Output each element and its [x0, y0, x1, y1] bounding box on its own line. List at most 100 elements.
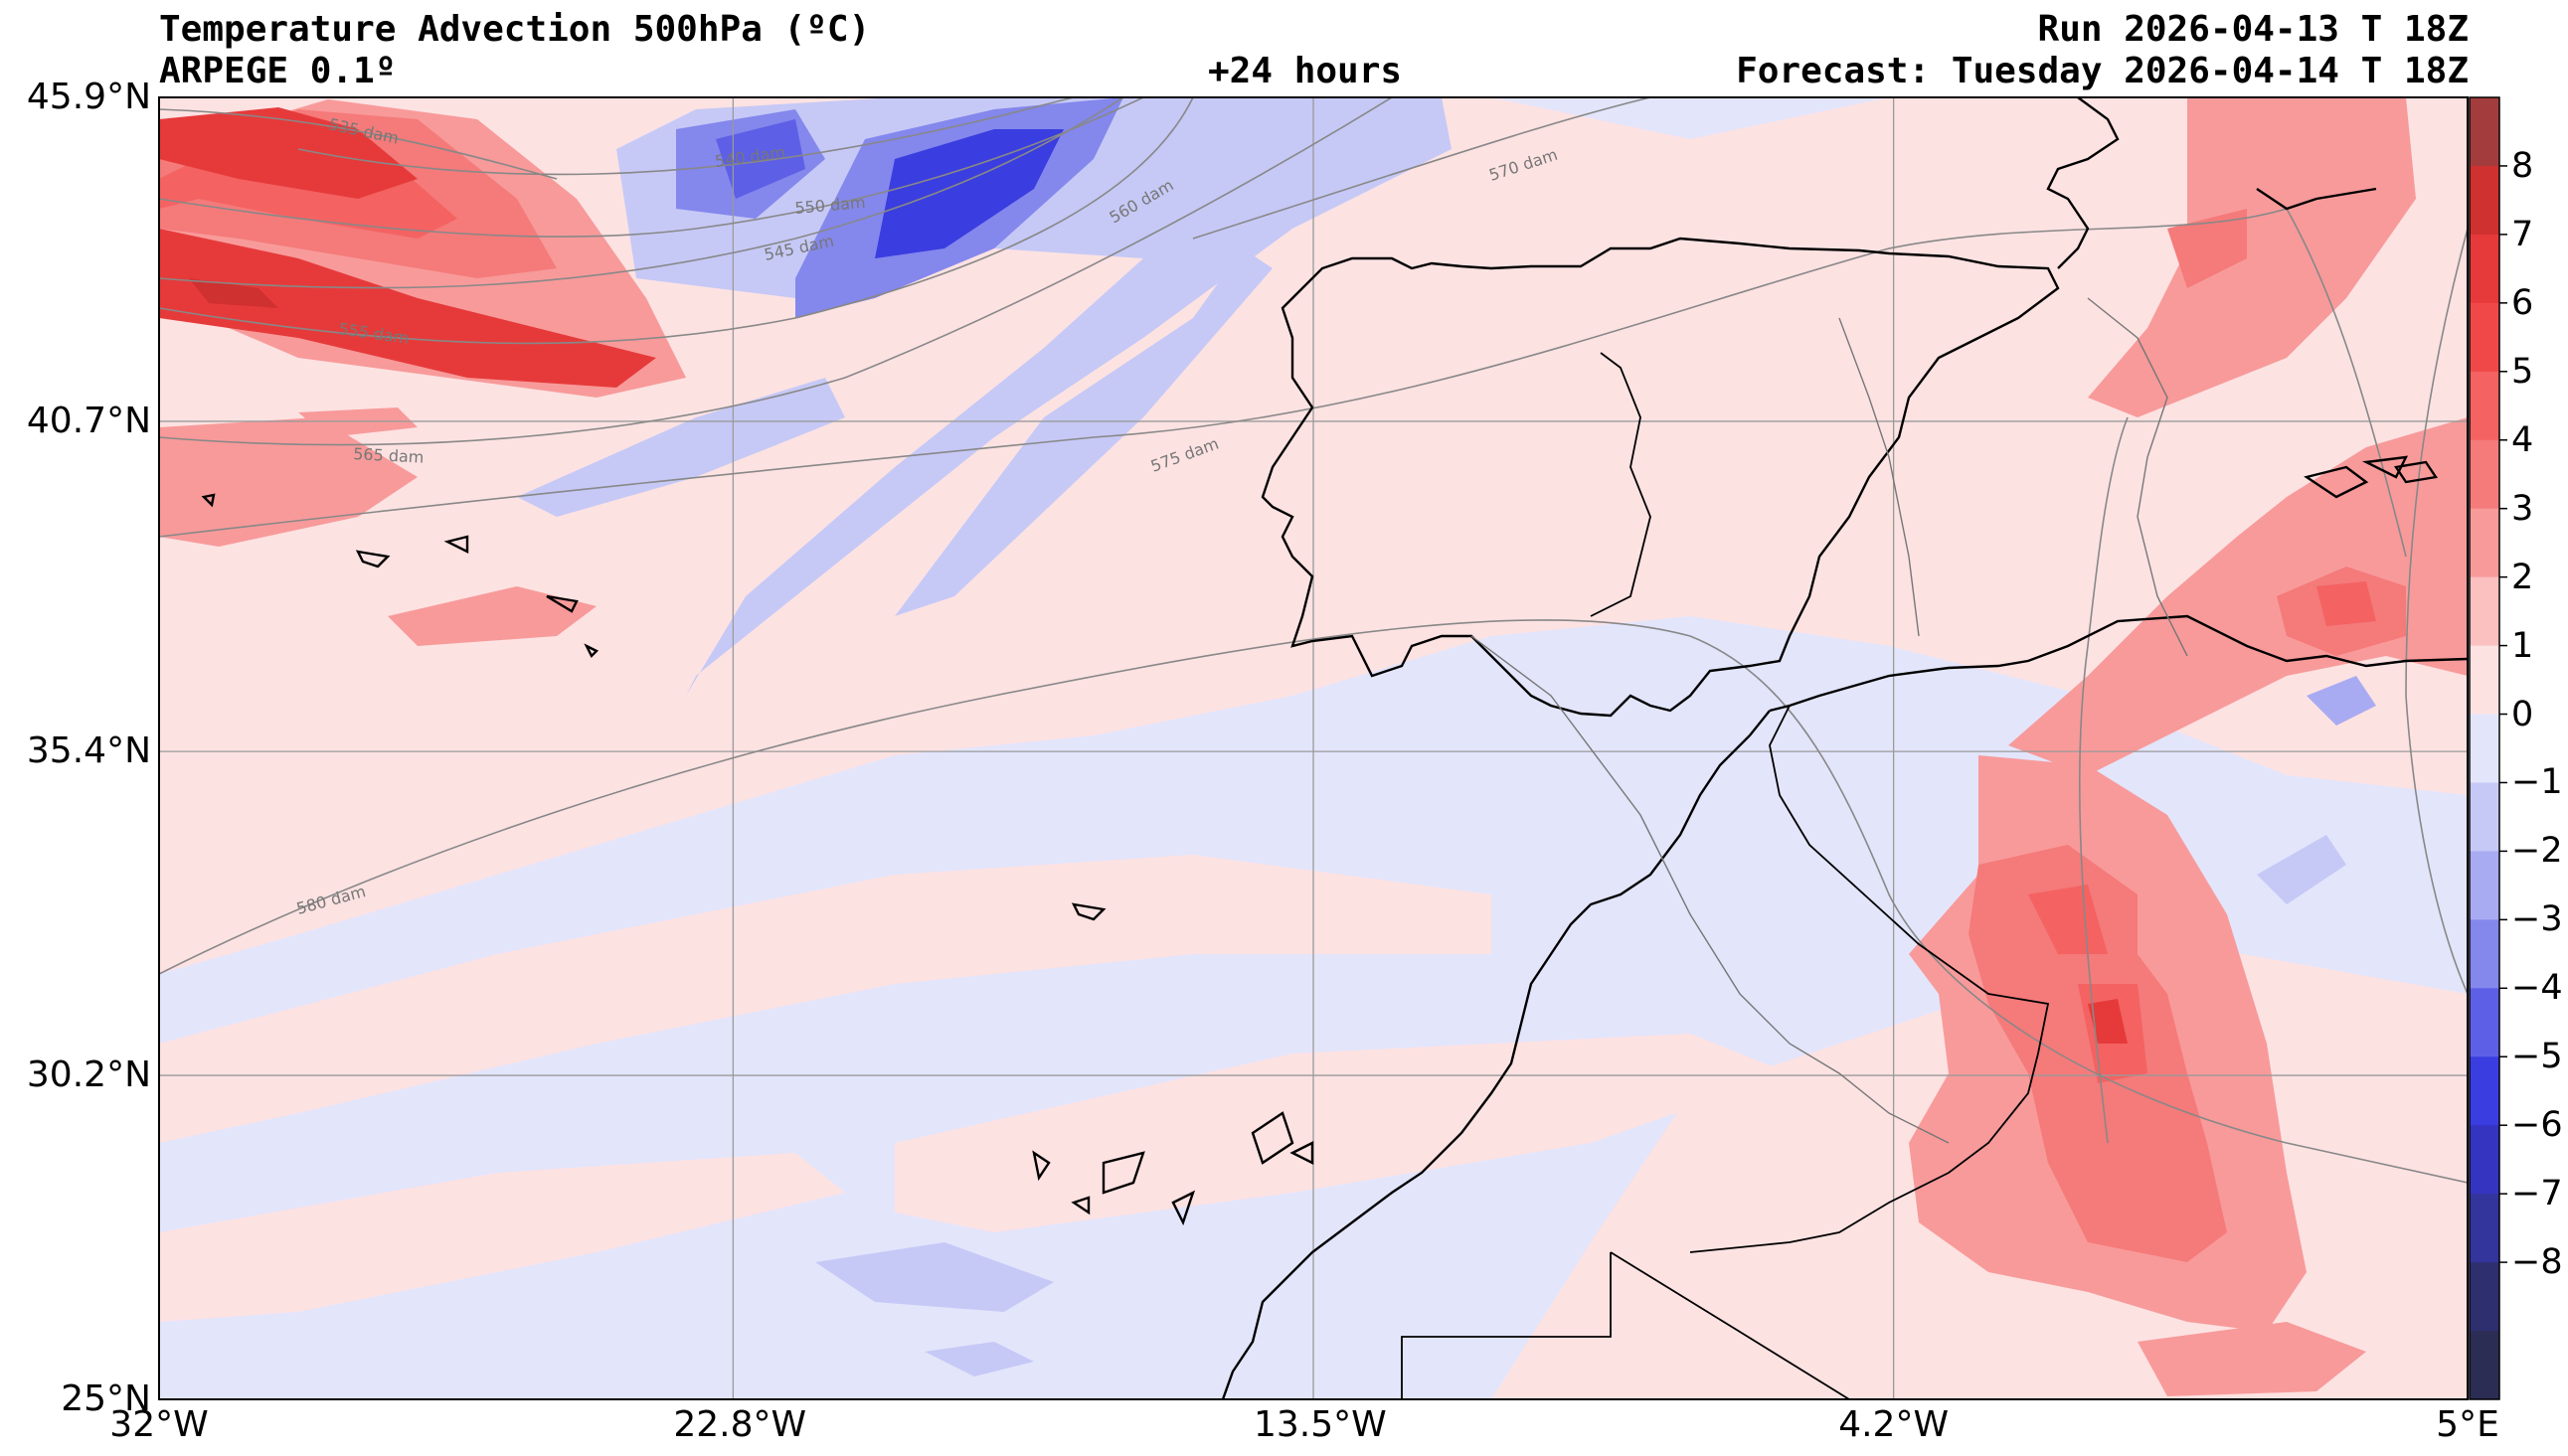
colorbar-tick-label: 8: [2511, 145, 2534, 186]
colorbar-segment: [2470, 714, 2499, 783]
lon-tick-label: 22.8°W: [673, 1404, 807, 1445]
lon-tick-label: 13.5°W: [1254, 1404, 1387, 1445]
colorbar-segment: [2470, 1056, 2499, 1126]
colorbar-tick-label: −6: [2511, 1105, 2563, 1146]
coast-canary-6: [1071, 1196, 1091, 1215]
colorbar-tick-label: −1: [2511, 762, 2563, 803]
warm-area-se-1: [2008, 417, 2468, 775]
colorbar: [2469, 96, 2507, 1400]
coast-portugal-border: [1590, 352, 1651, 617]
model-label: ARPEGE 0.1º: [159, 51, 397, 91]
border-atlas: [1470, 635, 1950, 1144]
colorbar-tick-label: 2: [2511, 557, 2534, 597]
coastlines: [201, 97, 2468, 1399]
colorbar-tick-label: 3: [2511, 488, 2534, 529]
gridlines: [159, 97, 2468, 1399]
colorbar-tick-label: −8: [2511, 1242, 2563, 1283]
contour-580: [159, 619, 2468, 1184]
border-inner-2: [1838, 317, 1920, 637]
coast-italy-gulf: [2256, 187, 2377, 211]
border-western-sahara: [1401, 1252, 1612, 1399]
warm-streak-south: [895, 1034, 1790, 1232]
lead-time-label: +24 hours: [1208, 51, 1403, 91]
colorbar-segment: [2470, 371, 2499, 441]
border-inner-1: [2087, 297, 2188, 657]
coast-france: [2046, 97, 2120, 269]
contour-575-b: [2286, 208, 2407, 558]
colorbar-segment: [2470, 919, 2499, 989]
warm-streak-southwest: [159, 1153, 845, 1322]
border-morocco-algeria: [1689, 705, 2050, 1253]
warm-area-se-6: [2167, 209, 2247, 288]
contour-550: [159, 97, 1124, 289]
lon-tick-label: 4.2°W: [1838, 1404, 1950, 1445]
colorbar-tick-label: 6: [2511, 282, 2534, 323]
warm-core-se-1: [2028, 885, 2108, 954]
colorbar-tick-label: 5: [2511, 351, 2534, 392]
contour-535: [159, 108, 558, 180]
inland-borders: [1470, 297, 2188, 1144]
colorbar-tick-label: 0: [2511, 694, 2534, 734]
colorbar-tick-label: −3: [2511, 899, 2563, 940]
map-title: Temperature Advection 500hPa (ºC): [159, 9, 871, 50]
coast-morocco-atlantic: [1221, 710, 1771, 1399]
map-frame: [158, 96, 2469, 1400]
contour-545: [159, 97, 1144, 238]
coast-canary-2: [1171, 1190, 1196, 1226]
run-label: Run 2026-04-13 T 18Z: [2037, 9, 2469, 50]
colorbar-segment: [2470, 165, 2499, 236]
lat-tick-label: 40.7°N: [26, 400, 151, 441]
coast-azores-2: [443, 535, 469, 554]
contour-570-b: [2078, 416, 2129, 1144]
coast-canary-1: [1102, 1151, 1145, 1195]
cold-patch-west: [517, 378, 845, 517]
lat-tick-label: 30.2°N: [26, 1054, 151, 1096]
colorbar-segment: [2470, 234, 2499, 304]
colorbar-segment: [2470, 988, 2499, 1057]
colorbar-tick-label: −7: [2511, 1174, 2563, 1214]
lat-tick-label: 25°N: [61, 1378, 151, 1419]
colorbar-segment: [2470, 302, 2499, 373]
warm-streak-1: [388, 586, 597, 646]
warm-area-se-2: [2088, 97, 2416, 417]
cold-core-4: [875, 129, 1064, 258]
coast-canary-3: [1251, 1111, 1294, 1165]
cold-core-2: [716, 119, 805, 199]
border-mauritania: [1610, 1251, 1850, 1399]
warm-core-se-3: [2316, 581, 2376, 626]
colorbar-segment: [2470, 97, 2499, 167]
coast-north-africa: [1769, 614, 2468, 713]
cold-patch-south-2: [925, 1342, 1034, 1376]
coast-canary-5: [1032, 1150, 1051, 1182]
contour-570: [1192, 97, 1651, 240]
lat-tick-label: 35.4°N: [26, 730, 151, 772]
coast-azores-5: [201, 493, 216, 508]
colorbar-tick-label: 7: [2511, 214, 2534, 254]
lon-tick-label: 32°W: [109, 1404, 209, 1445]
colorbar-segment: [2470, 1331, 2499, 1400]
colorbar-tick-label: 4: [2511, 419, 2534, 460]
colorbar-tick-label: −4: [2511, 968, 2563, 1009]
warm-streak-2: [298, 407, 418, 437]
contour-label: 565 dam: [353, 444, 425, 467]
colorbar-segment: [2470, 1125, 2499, 1195]
coast-azores-3: [546, 594, 579, 613]
coast-balearic-1: [2304, 465, 2369, 499]
contour-565-b: [2405, 228, 2468, 995]
contour-575: [159, 208, 2288, 538]
warm-core-se-4: [2088, 999, 2128, 1044]
lat-tick-label: 45.9°N: [26, 77, 151, 117]
warm-streak-mid: [159, 855, 1491, 1143]
warm-band-nw-5: [159, 229, 656, 388]
contour-540: [297, 97, 1075, 176]
cold-patch-south: [815, 1242, 1054, 1312]
colorbar-frame: [2469, 96, 2500, 1400]
colorbar-segment: [2470, 576, 2499, 647]
coast-azores-1: [355, 550, 391, 568]
lon-tick-label: 5°E: [2436, 1404, 2499, 1445]
colorbar-segment: [2470, 851, 2499, 920]
coast-madeira: [1071, 902, 1107, 921]
contour-565: [159, 97, 1393, 446]
colorbar-tick-label: 1: [2511, 625, 2534, 666]
